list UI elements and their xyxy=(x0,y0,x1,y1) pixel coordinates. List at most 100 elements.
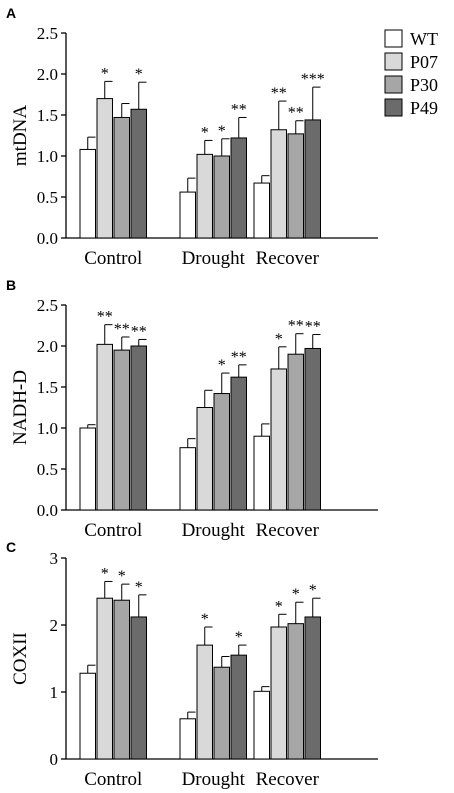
y-tick-label: 0.5 xyxy=(37,460,58,479)
bar-p49-recover xyxy=(304,347,321,511)
significance-mark: ** xyxy=(288,318,304,335)
bar-p30-recover xyxy=(287,623,304,760)
x-category-label: Recover xyxy=(256,520,320,541)
bar-p49-drought xyxy=(230,376,247,511)
x-category-label: Drought xyxy=(182,248,246,269)
bar-wt-control xyxy=(79,148,96,239)
significance-mark: * xyxy=(218,123,226,140)
y-tick-label: 2.5 xyxy=(37,24,58,43)
panel-letter: B xyxy=(6,277,16,293)
bar-p49-control xyxy=(130,345,147,511)
y-tick-label: 3 xyxy=(50,549,59,568)
significance-mark: * xyxy=(309,582,317,599)
significance-mark: * xyxy=(118,568,126,585)
significance-mark: ** xyxy=(114,321,130,338)
bar-p49-drought xyxy=(230,137,247,239)
bar-p07-control xyxy=(96,343,113,511)
panel-letter: A xyxy=(6,5,16,21)
x-category-label: Recover xyxy=(256,769,320,790)
bar-p30-drought xyxy=(213,393,230,511)
bar-wt-drought xyxy=(179,718,196,760)
bar-p49-recover xyxy=(304,119,321,239)
y-tick-label: 0.5 xyxy=(37,188,58,207)
bar-wt-recover xyxy=(253,182,270,239)
significance-mark: * xyxy=(201,611,209,628)
significance-mark: ** xyxy=(288,105,304,122)
bar-wt-recover xyxy=(253,435,270,511)
bar-p07-drought xyxy=(196,644,213,760)
bar-p07-control xyxy=(96,597,113,760)
bar-p07-drought xyxy=(196,407,213,511)
y-tick-label: 1.0 xyxy=(37,419,58,438)
significance-mark: * xyxy=(135,579,143,596)
y-tick-label: 2.5 xyxy=(37,296,58,315)
significance-mark: ** xyxy=(305,319,321,336)
bar-wt-drought xyxy=(179,447,196,511)
bar-p49-drought xyxy=(230,654,247,760)
bar-p30-drought xyxy=(213,666,230,760)
y-tick-label: 1.5 xyxy=(37,378,58,397)
bar-p49-control xyxy=(130,616,147,760)
y-tick-label: 2 xyxy=(50,616,59,635)
significance-mark: ** xyxy=(231,101,247,118)
legend-swatch-wt xyxy=(384,29,403,48)
bar-p30-drought xyxy=(213,155,230,239)
bar-p30-recover xyxy=(287,353,304,511)
bar-p30-control xyxy=(113,116,130,239)
bar-wt-recover xyxy=(253,690,270,760)
panel-letter: C xyxy=(6,539,16,555)
y-axis-title: NADH-D xyxy=(10,370,31,445)
bar-p49-control xyxy=(130,108,147,239)
bar-wt-drought xyxy=(179,191,196,239)
legend-swatch-p07 xyxy=(384,52,403,71)
bar-p07-drought xyxy=(196,153,213,239)
bar-wt-control xyxy=(79,672,96,760)
y-tick-label: 1.0 xyxy=(37,147,58,166)
bar-p07-control xyxy=(96,98,113,239)
significance-mark: * xyxy=(275,331,283,348)
bar-p49-recover xyxy=(304,616,321,760)
significance-mark: ** xyxy=(97,309,113,326)
y-tick-label: 2.0 xyxy=(37,65,58,84)
chart-panel-c: C 0 1 2 3 COXII * * * Control * * Drought * * * Recover xyxy=(6,539,378,790)
significance-mark: * xyxy=(292,586,300,603)
x-category-label: Control xyxy=(84,769,142,790)
y-tick-label: 0 xyxy=(50,750,59,769)
bar-p07-recover xyxy=(270,129,287,239)
significance-mark: * xyxy=(275,598,283,615)
significance-mark: * xyxy=(101,65,109,82)
x-category-label: Control xyxy=(84,520,142,541)
significance-mark: *** xyxy=(301,71,325,88)
legend-label-p30: P30 xyxy=(410,75,438,95)
legend-label-wt: WT xyxy=(410,29,438,49)
significance-mark: * xyxy=(135,66,143,83)
bar-wt-control xyxy=(79,427,96,511)
significance-mark: * xyxy=(101,565,109,582)
x-category-label: Control xyxy=(84,248,142,269)
x-category-label: Drought xyxy=(182,520,246,541)
bar-p30-control xyxy=(113,349,130,511)
y-tick-label: 0.0 xyxy=(37,229,58,248)
legend-label-p49: P49 xyxy=(410,98,438,118)
bar-p07-recover xyxy=(270,368,287,511)
significance-mark: ** xyxy=(131,323,147,340)
significance-mark: * xyxy=(201,124,209,141)
y-axis-title: mtDNA xyxy=(10,105,31,167)
y-tick-label: 1.5 xyxy=(37,106,58,125)
significance-mark: ** xyxy=(231,349,247,366)
legend-swatch-p49 xyxy=(384,98,403,117)
y-tick-label: 0.0 xyxy=(37,501,58,520)
legend-label-p07: P07 xyxy=(410,52,438,72)
y-tick-label: 1 xyxy=(50,683,59,702)
significance-mark: ** xyxy=(271,85,287,102)
y-tick-label: 2.0 xyxy=(37,337,58,356)
x-category-label: Recover xyxy=(256,248,320,269)
significance-mark: * xyxy=(218,357,226,374)
significance-mark: * xyxy=(235,629,243,646)
x-category-label: Drought xyxy=(182,769,246,790)
y-axis-title: COXII xyxy=(10,632,31,685)
